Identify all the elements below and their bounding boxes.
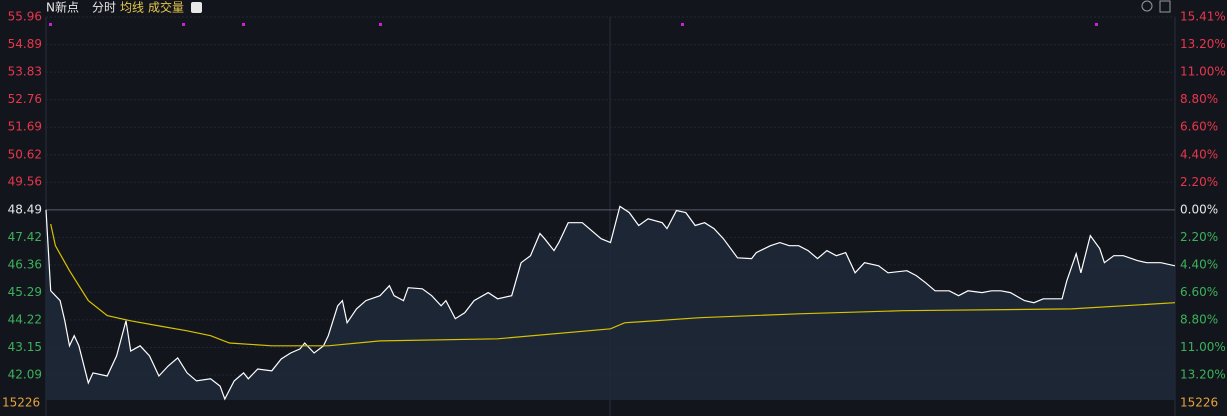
y-tick-label: 54.89 xyxy=(8,37,42,51)
y2-tick-label: 11.00% xyxy=(1180,340,1226,354)
panel-icon[interactable] xyxy=(1159,0,1171,13)
y2-tick-label: 2.20% xyxy=(1180,230,1218,244)
y-tick-label: 51.69 xyxy=(8,120,42,134)
event-marker xyxy=(182,23,185,26)
price-line xyxy=(45,205,1176,401)
zoom-icon[interactable] xyxy=(1141,0,1153,12)
y2-tick-label: 8.80% xyxy=(1180,92,1218,106)
y2-tick-label: 13.20% xyxy=(1180,37,1226,51)
y2-tick-label: 4.40% xyxy=(1180,147,1218,161)
price-area xyxy=(46,206,1175,400)
volume-label-left: 15226 xyxy=(2,396,40,410)
y-tick-label: 52.76 xyxy=(8,92,42,106)
stock-name: N新点 xyxy=(46,0,79,15)
y2-tick-label: 6.60% xyxy=(1180,285,1218,299)
y-tick-label: 47.42 xyxy=(8,230,42,244)
event-marker xyxy=(681,23,684,26)
event-markers xyxy=(49,23,1098,26)
volume-label-right: 15226 xyxy=(1180,396,1218,410)
avg-toggle[interactable]: 均线 xyxy=(120,1,144,15)
y-tick-label: 53.83 xyxy=(8,64,42,78)
y2-tick-label: 13.20% xyxy=(1180,367,1226,381)
y-tick-label: 42.09 xyxy=(8,367,42,381)
y2-tick-label: 8.80% xyxy=(1180,312,1218,326)
camera-icon[interactable] xyxy=(191,2,202,13)
event-marker xyxy=(49,23,52,26)
event-marker xyxy=(1095,23,1098,26)
y2-tick-label: 4.40% xyxy=(1180,257,1218,271)
event-marker xyxy=(242,23,245,26)
y2-tick-label: 11.00% xyxy=(1180,65,1226,79)
volume-toggle[interactable]: 成交量 xyxy=(148,0,184,15)
y2-tick-label: 2.20% xyxy=(1180,175,1218,189)
y-tick-label: 45.29 xyxy=(8,285,42,299)
y-tick-label: 50.62 xyxy=(8,147,42,161)
y-tick-label: 48.49 xyxy=(8,202,42,216)
y2-tick-label: 15.41% xyxy=(1180,10,1226,24)
event-marker xyxy=(379,23,382,26)
y-tick-label: 55.96 xyxy=(8,10,42,24)
mode-label[interactable]: 分时 xyxy=(92,1,116,15)
y2-tick-label: 6.60% xyxy=(1180,120,1218,134)
y-tick-label: 46.36 xyxy=(8,257,42,271)
y-tick-label: 49.56 xyxy=(8,175,42,189)
average-line xyxy=(50,223,1176,347)
y-tick-label: 44.22 xyxy=(8,312,42,326)
y2-tick-label: 0.00% xyxy=(1180,202,1218,216)
y-tick-label: 43.15 xyxy=(8,340,42,354)
